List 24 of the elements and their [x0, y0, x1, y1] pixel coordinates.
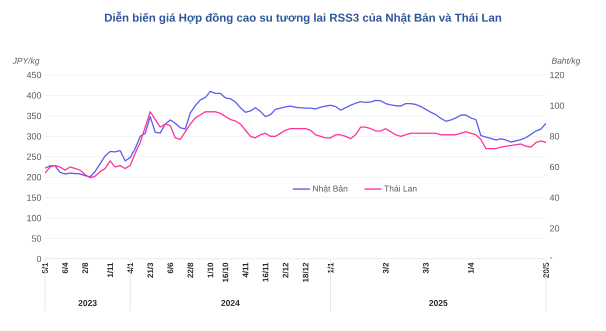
legend-label: Thái Lan [384, 185, 416, 192]
y-tick-label: 100 [27, 214, 42, 222]
y-tick-label: 400 [26, 92, 42, 99]
y2-tick-label: 120 [550, 72, 564, 78]
y-tick-label: 300 [26, 133, 42, 140]
y2-tick-label: 40 [550, 194, 560, 201]
y-tick-label: 200 [26, 174, 42, 180]
text: 2024 [221, 300, 240, 306]
y-tick-label: 350 [26, 112, 42, 120]
y-tick-label: 50 [32, 235, 42, 242]
text: 2025 [429, 300, 448, 306]
y2-axis-title: Baht/kg [552, 58, 580, 66]
y-tick-label: 250 [26, 154, 42, 160]
legend-label: Nhật Bản [313, 185, 348, 193]
y2-tick-label: 60 [550, 164, 560, 170]
chart-title: Diễn biến giá Hợp đồng cao su tương lai RSS3 của Nhật Bản và Thái Lan [104, 12, 502, 24]
y-tick-label: 150 [27, 194, 42, 201]
y-tick-label: 0 [36, 256, 42, 262]
y2-tick-label: 20 [550, 225, 560, 232]
y2-tick-label: 100 [550, 102, 564, 109]
y2-tick-label: 80 [550, 133, 560, 140]
y-tick-label: 450 [26, 72, 42, 78]
y-axis-title: JPY/kg [12, 58, 40, 66]
text: 2023 [78, 300, 97, 306]
